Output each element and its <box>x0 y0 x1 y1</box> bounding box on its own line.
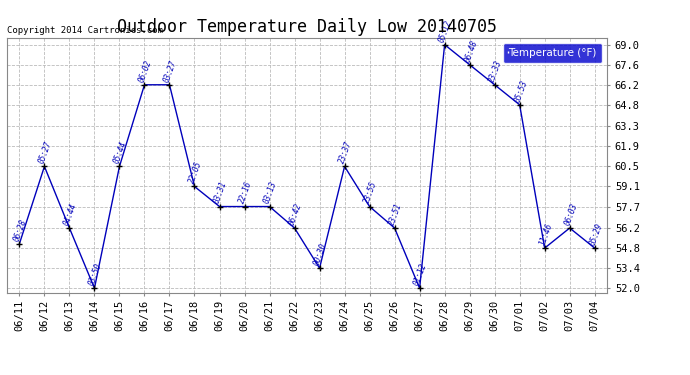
Text: 03:50: 03:50 <box>88 262 103 287</box>
Text: 00:30: 00:30 <box>313 242 329 267</box>
Text: 06:02: 06:02 <box>137 58 154 83</box>
Text: 22:05: 22:05 <box>188 160 204 185</box>
Text: 06:42: 06:42 <box>288 202 304 226</box>
Text: 03:27: 03:27 <box>162 58 179 83</box>
Title: Outdoor Temperature Daily Low 20140705: Outdoor Temperature Daily Low 20140705 <box>117 18 497 36</box>
Text: 03:31: 03:31 <box>213 180 229 205</box>
Text: 06:48: 06:48 <box>462 39 479 63</box>
Text: 23:37: 23:37 <box>337 140 354 165</box>
Text: 05:12: 05:12 <box>437 18 454 43</box>
Text: 05:53: 05:53 <box>513 79 529 104</box>
Text: 23:33: 23:33 <box>488 58 504 83</box>
Text: 01:12: 01:12 <box>413 262 429 287</box>
Text: Copyright 2014 Cartronics.com: Copyright 2014 Cartronics.com <box>7 26 163 35</box>
Text: 23:55: 23:55 <box>362 180 379 205</box>
Text: 05:44: 05:44 <box>112 140 129 165</box>
Text: 05:27: 05:27 <box>37 140 54 165</box>
Text: 11:46: 11:46 <box>538 222 554 247</box>
Legend: Temperature (°F): Temperature (°F) <box>503 43 602 63</box>
Text: 04:44: 04:44 <box>62 202 79 226</box>
Text: 06:03: 06:03 <box>562 202 579 226</box>
Text: 23:51: 23:51 <box>388 202 404 226</box>
Text: 22:16: 22:16 <box>237 180 254 205</box>
Text: 03:13: 03:13 <box>262 180 279 205</box>
Text: 05:29: 05:29 <box>588 222 604 247</box>
Text: 06:28: 06:28 <box>12 217 29 242</box>
